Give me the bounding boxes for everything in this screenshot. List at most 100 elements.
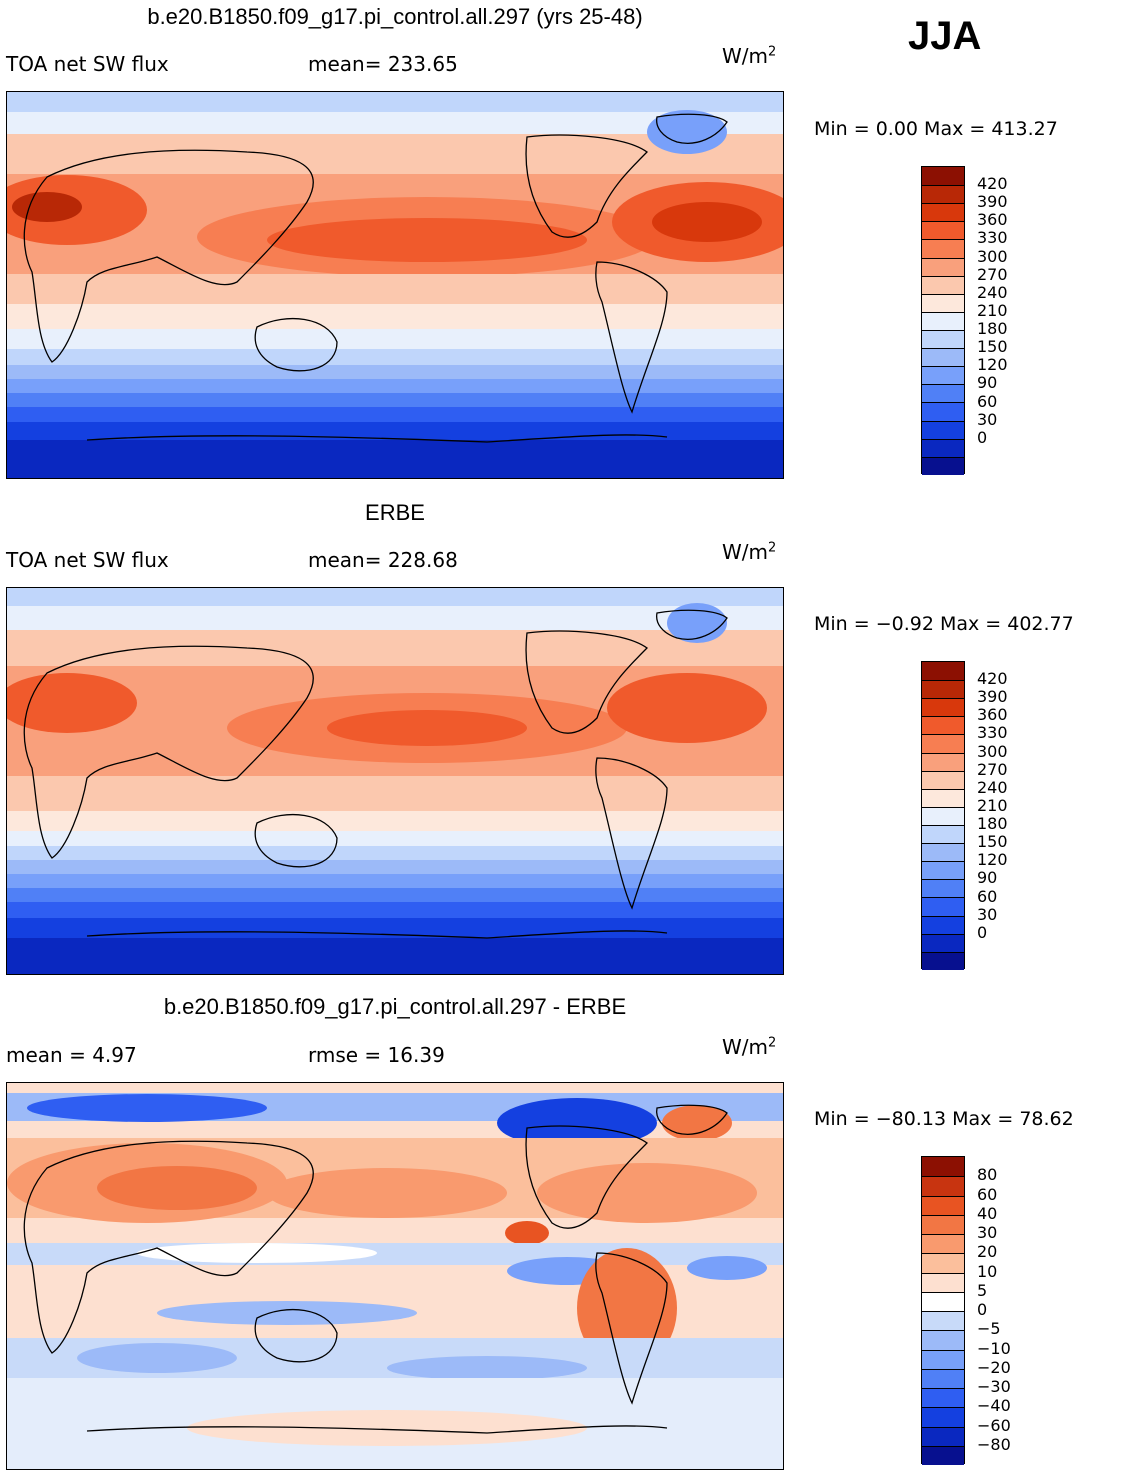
season-label: JJA (908, 14, 982, 58)
panel-1-variable-label: TOA net SW flux (6, 52, 169, 76)
colorbar-swatch (922, 752, 964, 771)
colorbar-level-label: 330 (977, 228, 1008, 248)
panel-2-units: W/m2 (722, 540, 777, 564)
colorbar-swatch (922, 275, 964, 294)
panel-1-minmax: Min = 0.00 Max = 413.27 (814, 118, 1058, 140)
colorbar-swatch (922, 788, 964, 807)
colorbar-swatch (922, 933, 964, 952)
colorbar-swatch (922, 348, 964, 367)
colorbar-swatch (922, 1234, 964, 1254)
panel-3-mean-label: mean = 4.97 (6, 1043, 137, 1067)
colorbar-swatch (922, 293, 964, 312)
colorbar-swatch (922, 1368, 964, 1388)
colorbar-level-label: 150 (977, 337, 1008, 357)
colorbar-level-label: 270 (977, 759, 1008, 779)
colorbar-swatch (922, 716, 964, 735)
colorbar-level-label: 330 (977, 723, 1008, 743)
colorbar-level-label: 120 (977, 850, 1008, 870)
colorbar-swatch (922, 239, 964, 258)
colorbar-level-label: −60 (977, 1415, 1011, 1435)
colorbar-swatch (922, 329, 964, 349)
colorbar-level-label: 80 (977, 1165, 998, 1185)
colorbar-swatch (922, 185, 964, 204)
panel-3-minmax: Min = −80.13 Max = 78.62 (814, 1108, 1074, 1130)
colorbar-level-label: 420 (977, 174, 1008, 194)
colorbar-level-label: 30 (977, 904, 998, 924)
colorbar-swatch (922, 1445, 964, 1465)
colorbar-swatch (922, 879, 964, 898)
colorbar-level-label: 5 (977, 1280, 988, 1300)
colorbar-swatch (922, 167, 964, 186)
colorbar-level-label: 390 (977, 687, 1008, 707)
colorbar-swatch (922, 951, 964, 970)
panel-2-mean-label: mean= 228.68 (308, 548, 458, 572)
panel-2-map (6, 587, 784, 975)
panel-3-contour-map (7, 1083, 783, 1469)
colorbar-swatch (922, 915, 964, 934)
colorbar-swatch (922, 1253, 964, 1273)
colorbar-swatch (922, 843, 964, 862)
panel-1-units: W/m2 (722, 44, 777, 68)
colorbar-level-label: 270 (977, 264, 1008, 284)
colorbar-level-label: 180 (977, 319, 1008, 339)
colorbar-swatch (922, 1426, 964, 1446)
colorbar-swatch (922, 1311, 964, 1331)
colorbar-swatch (922, 698, 964, 717)
panel-1-title: b.e20.B1850.f09_g17.pi_control.all.297 (… (147, 4, 643, 29)
colorbar-swatch (922, 203, 964, 222)
colorbar-level-label: 420 (977, 669, 1008, 689)
colorbar-level-label: −80 (977, 1434, 1011, 1454)
panel-2-minmax: Min = −0.92 Max = 402.77 (814, 613, 1074, 635)
colorbar-level-label: 180 (977, 814, 1008, 834)
colorbar-swatch (922, 1349, 964, 1369)
panel-1-map (6, 91, 784, 479)
panel-2-variable-label: TOA net SW flux (6, 548, 169, 572)
panel-1-contour-map (7, 92, 783, 478)
colorbar-level-label: 0 (977, 1300, 988, 1319)
panel-3-colorbar (921, 1156, 965, 1465)
panel-3-title: b.e20.B1850.f09_g17.pi_control.all.297 -… (163, 994, 627, 1019)
panel-3-map (6, 1082, 784, 1470)
colorbar-level-label: 300 (977, 246, 1008, 266)
colorbar-level-label: 0 (977, 427, 988, 447)
colorbar-level-label: 10 (977, 1261, 998, 1281)
colorbar-swatch (922, 1388, 964, 1408)
colorbar-level-label: 30 (977, 1223, 998, 1242)
panel-2-title: ERBE (365, 500, 425, 525)
colorbar-level-label: −10 (977, 1338, 1011, 1358)
panel-3-units: W/m2 (722, 1035, 777, 1059)
colorbar-level-label: −5 (977, 1319, 1001, 1339)
colorbar-swatch (922, 402, 964, 421)
colorbar-swatch (922, 1176, 964, 1196)
colorbar-swatch (922, 384, 964, 403)
colorbar-level-label: 390 (977, 192, 1008, 212)
colorbar-swatch (922, 1157, 964, 1177)
colorbar-level-label: 90 (977, 868, 998, 888)
colorbar-swatch (922, 734, 964, 753)
colorbar-swatch (922, 806, 964, 825)
colorbar-swatch (922, 221, 964, 240)
colorbar-level-label: 360 (977, 705, 1008, 725)
colorbar-swatch (922, 824, 964, 844)
colorbar-swatch (922, 420, 964, 439)
colorbar-swatch (922, 680, 964, 699)
colorbar-swatch (922, 438, 964, 457)
colorbar-swatch (922, 311, 964, 330)
colorbar-swatch (922, 770, 964, 789)
colorbar-swatch (922, 366, 964, 385)
colorbar-level-label: 0 (977, 922, 988, 942)
colorbar-level-label: −20 (977, 1357, 1011, 1377)
colorbar-level-label: 60 (977, 391, 998, 411)
colorbar-level-label: 210 (977, 300, 1008, 320)
colorbar-swatch (922, 662, 964, 681)
colorbar-level-label: −40 (977, 1396, 1011, 1416)
colorbar-swatch (922, 1291, 964, 1311)
colorbar-level-label: 60 (977, 886, 998, 906)
colorbar-level-label: 300 (977, 741, 1008, 761)
colorbar-level-label: 30 (977, 409, 998, 429)
colorbar-level-label: −30 (977, 1377, 1011, 1396)
colorbar-level-label: 210 (977, 795, 1008, 815)
colorbar-swatch (922, 897, 964, 916)
colorbar-level-label: 20 (977, 1242, 998, 1262)
colorbar-level-label: 40 (977, 1203, 998, 1223)
